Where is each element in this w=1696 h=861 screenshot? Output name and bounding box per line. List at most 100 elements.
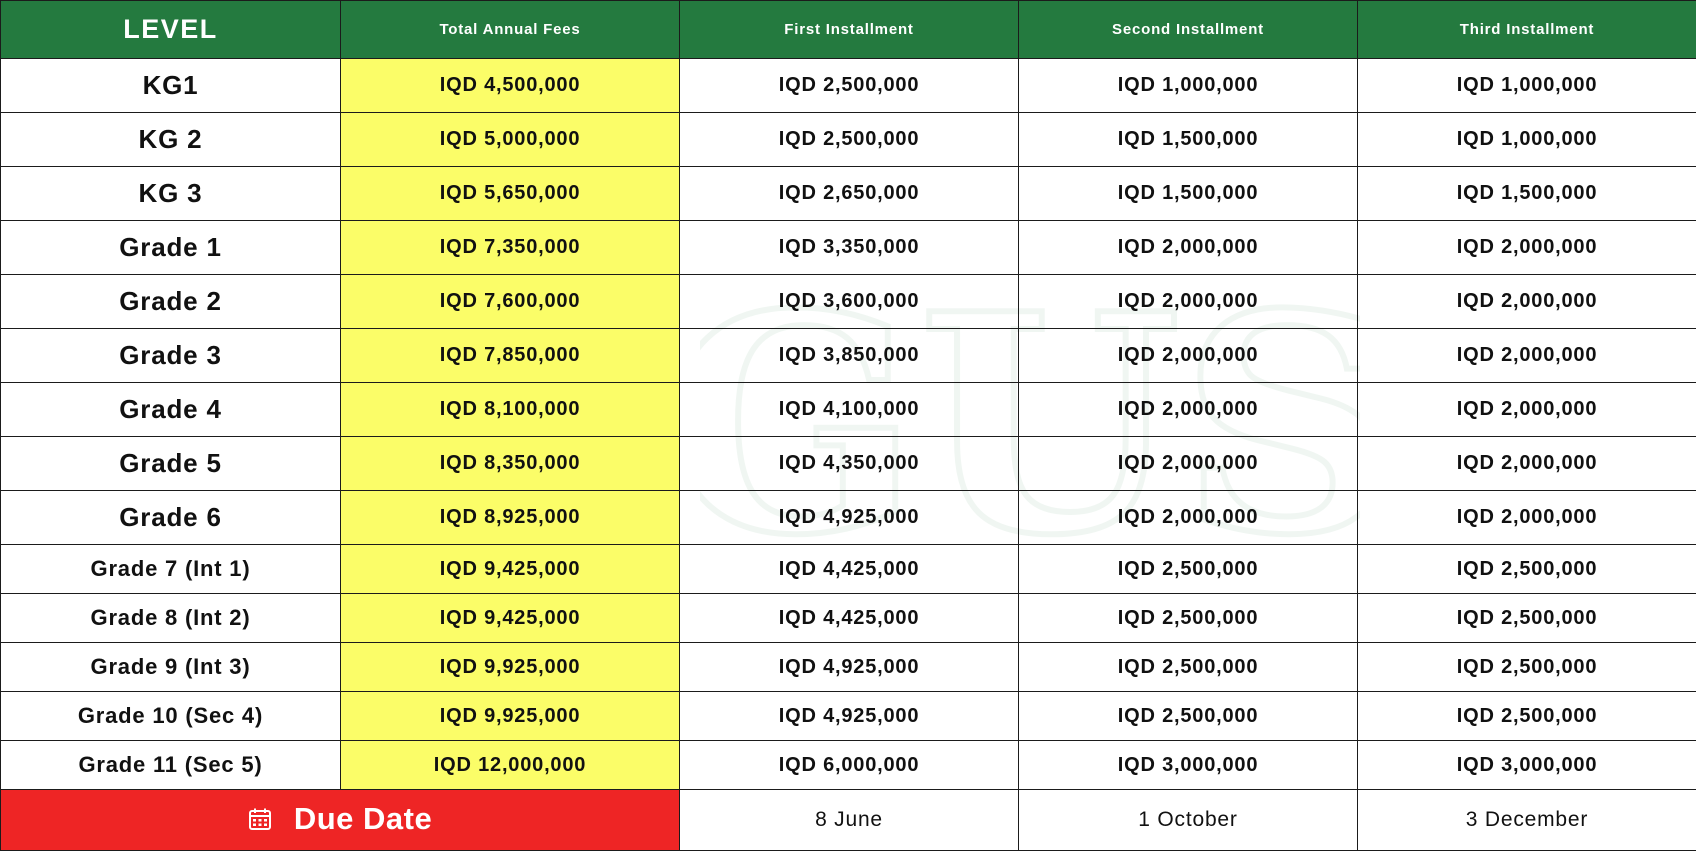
second-installment-cell: IQD 1,500,000 [1018,112,1358,167]
due-date-second: 1 October [1018,789,1358,851]
table-header-row: LEVEL Total Annual Fees First Installmen… [0,0,1696,59]
second-installment-cell: IQD 2,500,000 [1018,642,1358,692]
total-annual-fees-cell: IQD 9,925,000 [340,691,680,741]
third-installment-cell: IQD 2,000,000 [1357,490,1696,545]
total-annual-fees-cell: IQD 9,925,000 [340,642,680,692]
first-installment-cell: IQD 4,100,000 [679,382,1019,437]
table-row: Grade 7 (Int 1) IQD 9,425,000 IQD 4,425,00… [0,544,1696,594]
second-installment-cell: IQD 2,500,000 [1018,593,1358,643]
table-row: Grade 5 IQD 8,350,000 IQD 4,350,000 IQD 2,0… [0,436,1696,491]
table-row: Grade 6 IQD 8,925,000 IQD 4,925,000 IQD 2,0… [0,490,1696,545]
third-installment-cell: IQD 2,500,000 [1357,691,1696,741]
first-installment-cell: IQD 2,500,000 [679,58,1019,113]
table-row: Grade 3 IQD 7,850,000 IQD 3,850,000 IQD 2,0… [0,328,1696,383]
table-row: Grade 9 (Int 3) IQD 9,925,000 IQD 4,925,00… [0,642,1696,692]
level-cell: Grade 8 (Int 2) [0,593,341,643]
level-cell: Grade 4 [0,382,341,437]
total-annual-fees-cell: IQD 7,600,000 [340,274,680,329]
level-cell: Grade 10 (Sec 4) [0,691,341,741]
total-annual-fees-cell: IQD 8,925,000 [340,490,680,545]
table-row: Grade 4 IQD 8,100,000 IQD 4,100,000 IQD 2,0… [0,382,1696,437]
level-cell: Grade 6 [0,490,341,545]
level-cell: KG 3 [0,166,341,221]
third-installment-cell: IQD 3,000,000 [1357,740,1696,790]
second-installment-cell: IQD 1,500,000 [1018,166,1358,221]
first-installment-cell: IQD 3,850,000 [679,328,1019,383]
level-cell: Grade 5 [0,436,341,491]
due-date-label-cell: Due Date [0,789,680,851]
total-annual-fees-cell: IQD 4,500,000 [340,58,680,113]
due-date-first: 8 June [679,789,1019,851]
total-annual-fees-cell: IQD 9,425,000 [340,593,680,643]
header-second-installment: Second Installment [1018,0,1358,59]
second-installment-cell: IQD 2,000,000 [1018,328,1358,383]
total-annual-fees-cell: IQD 8,100,000 [340,382,680,437]
first-installment-cell: IQD 4,925,000 [679,691,1019,741]
table-row: Grade 1 IQD 7,350,000 IQD 3,350,000 IQD 2,0… [0,220,1696,275]
first-installment-cell: IQD 4,425,000 [679,593,1019,643]
table-body: KG1 IQD 4,500,000 IQD 2,500,000 IQD 1,000,0… [0,58,1696,790]
level-cell: KG 2 [0,112,341,167]
table-row: Grade 10 (Sec 4) IQD 9,925,000 IQD 4,925,0… [0,691,1696,741]
due-date-label: Due Date [293,801,433,836]
first-installment-cell: IQD 4,350,000 [679,436,1019,491]
table-row: Grade 2 IQD 7,600,000 IQD 3,600,000 IQD 2,0… [0,274,1696,329]
table-row: KG1 IQD 4,500,000 IQD 2,500,000 IQD 1,000,0… [0,58,1696,113]
level-cell: KG1 [0,58,341,113]
second-installment-cell: IQD 2,000,000 [1018,382,1358,437]
second-installment-cell: IQD 2,000,000 [1018,220,1358,275]
third-installment-cell: IQD 2,000,000 [1357,274,1696,329]
second-installment-cell: IQD 2,500,000 [1018,544,1358,594]
third-installment-cell: IQD 2,000,000 [1357,220,1696,275]
first-installment-cell: IQD 4,925,000 [679,642,1019,692]
second-installment-cell: IQD 3,000,000 [1018,740,1358,790]
total-annual-fees-cell: IQD 8,350,000 [340,436,680,491]
table-row: Grade 11 (Sec 5) IQD 12,000,000 IQD 6,000,… [0,740,1696,790]
due-date-third: 3 December [1357,789,1696,851]
second-installment-cell: IQD 2,000,000 [1018,274,1358,329]
third-installment-cell: IQD 2,000,000 [1357,436,1696,491]
first-installment-cell: IQD 3,600,000 [679,274,1019,329]
header-total-annual-fees: Total Annual Fees [340,0,680,59]
third-installment-cell: IQD 2,500,000 [1357,593,1696,643]
first-installment-cell: IQD 6,000,000 [679,740,1019,790]
second-installment-cell: IQD 1,000,000 [1018,58,1358,113]
level-cell: Grade 7 (Int 1) [0,544,341,594]
calendar-icon [248,808,271,830]
first-installment-cell: IQD 2,650,000 [679,166,1019,221]
third-installment-cell: IQD 1,000,000 [1357,58,1696,113]
first-installment-cell: IQD 2,500,000 [679,112,1019,167]
table-row: KG 3 IQD 5,650,000 IQD 2,650,000 IQD 1,500,… [0,166,1696,221]
total-annual-fees-cell: IQD 7,350,000 [340,220,680,275]
level-cell: Grade 11 (Sec 5) [0,740,341,790]
total-annual-fees-cell: IQD 7,850,000 [340,328,680,383]
third-installment-cell: IQD 2,000,000 [1357,382,1696,437]
due-date-row: Due Date 8 June 1 October 3 December [0,789,1696,851]
third-installment-cell: IQD 2,500,000 [1357,544,1696,594]
third-installment-cell: IQD 2,500,000 [1357,642,1696,692]
header-first-installment: First Installment [679,0,1019,59]
second-installment-cell: IQD 2,000,000 [1018,436,1358,491]
total-annual-fees-cell: IQD 5,650,000 [340,166,680,221]
level-cell: Grade 3 [0,328,341,383]
third-installment-cell: IQD 2,000,000 [1357,328,1696,383]
total-annual-fees-cell: IQD 12,000,000 [340,740,680,790]
level-cell: Grade 9 (Int 3) [0,642,341,692]
level-cell: Grade 2 [0,274,341,329]
total-annual-fees-cell: IQD 5,000,000 [340,112,680,167]
table-row: Grade 8 (Int 2) IQD 9,425,000 IQD 4,425,00… [0,593,1696,643]
third-installment-cell: IQD 1,500,000 [1357,166,1696,221]
first-installment-cell: IQD 4,925,000 [679,490,1019,545]
level-cell: Grade 1 [0,220,341,275]
header-third-installment: Third Installment [1357,0,1696,59]
header-level: LEVEL [0,0,341,59]
second-installment-cell: IQD 2,000,000 [1018,490,1358,545]
total-annual-fees-cell: IQD 9,425,000 [340,544,680,594]
first-installment-cell: IQD 3,350,000 [679,220,1019,275]
table-row: KG 2 IQD 5,000,000 IQD 2,500,000 IQD 1,500,… [0,112,1696,167]
second-installment-cell: IQD 2,500,000 [1018,691,1358,741]
first-installment-cell: IQD 4,425,000 [679,544,1019,594]
third-installment-cell: IQD 1,000,000 [1357,112,1696,167]
